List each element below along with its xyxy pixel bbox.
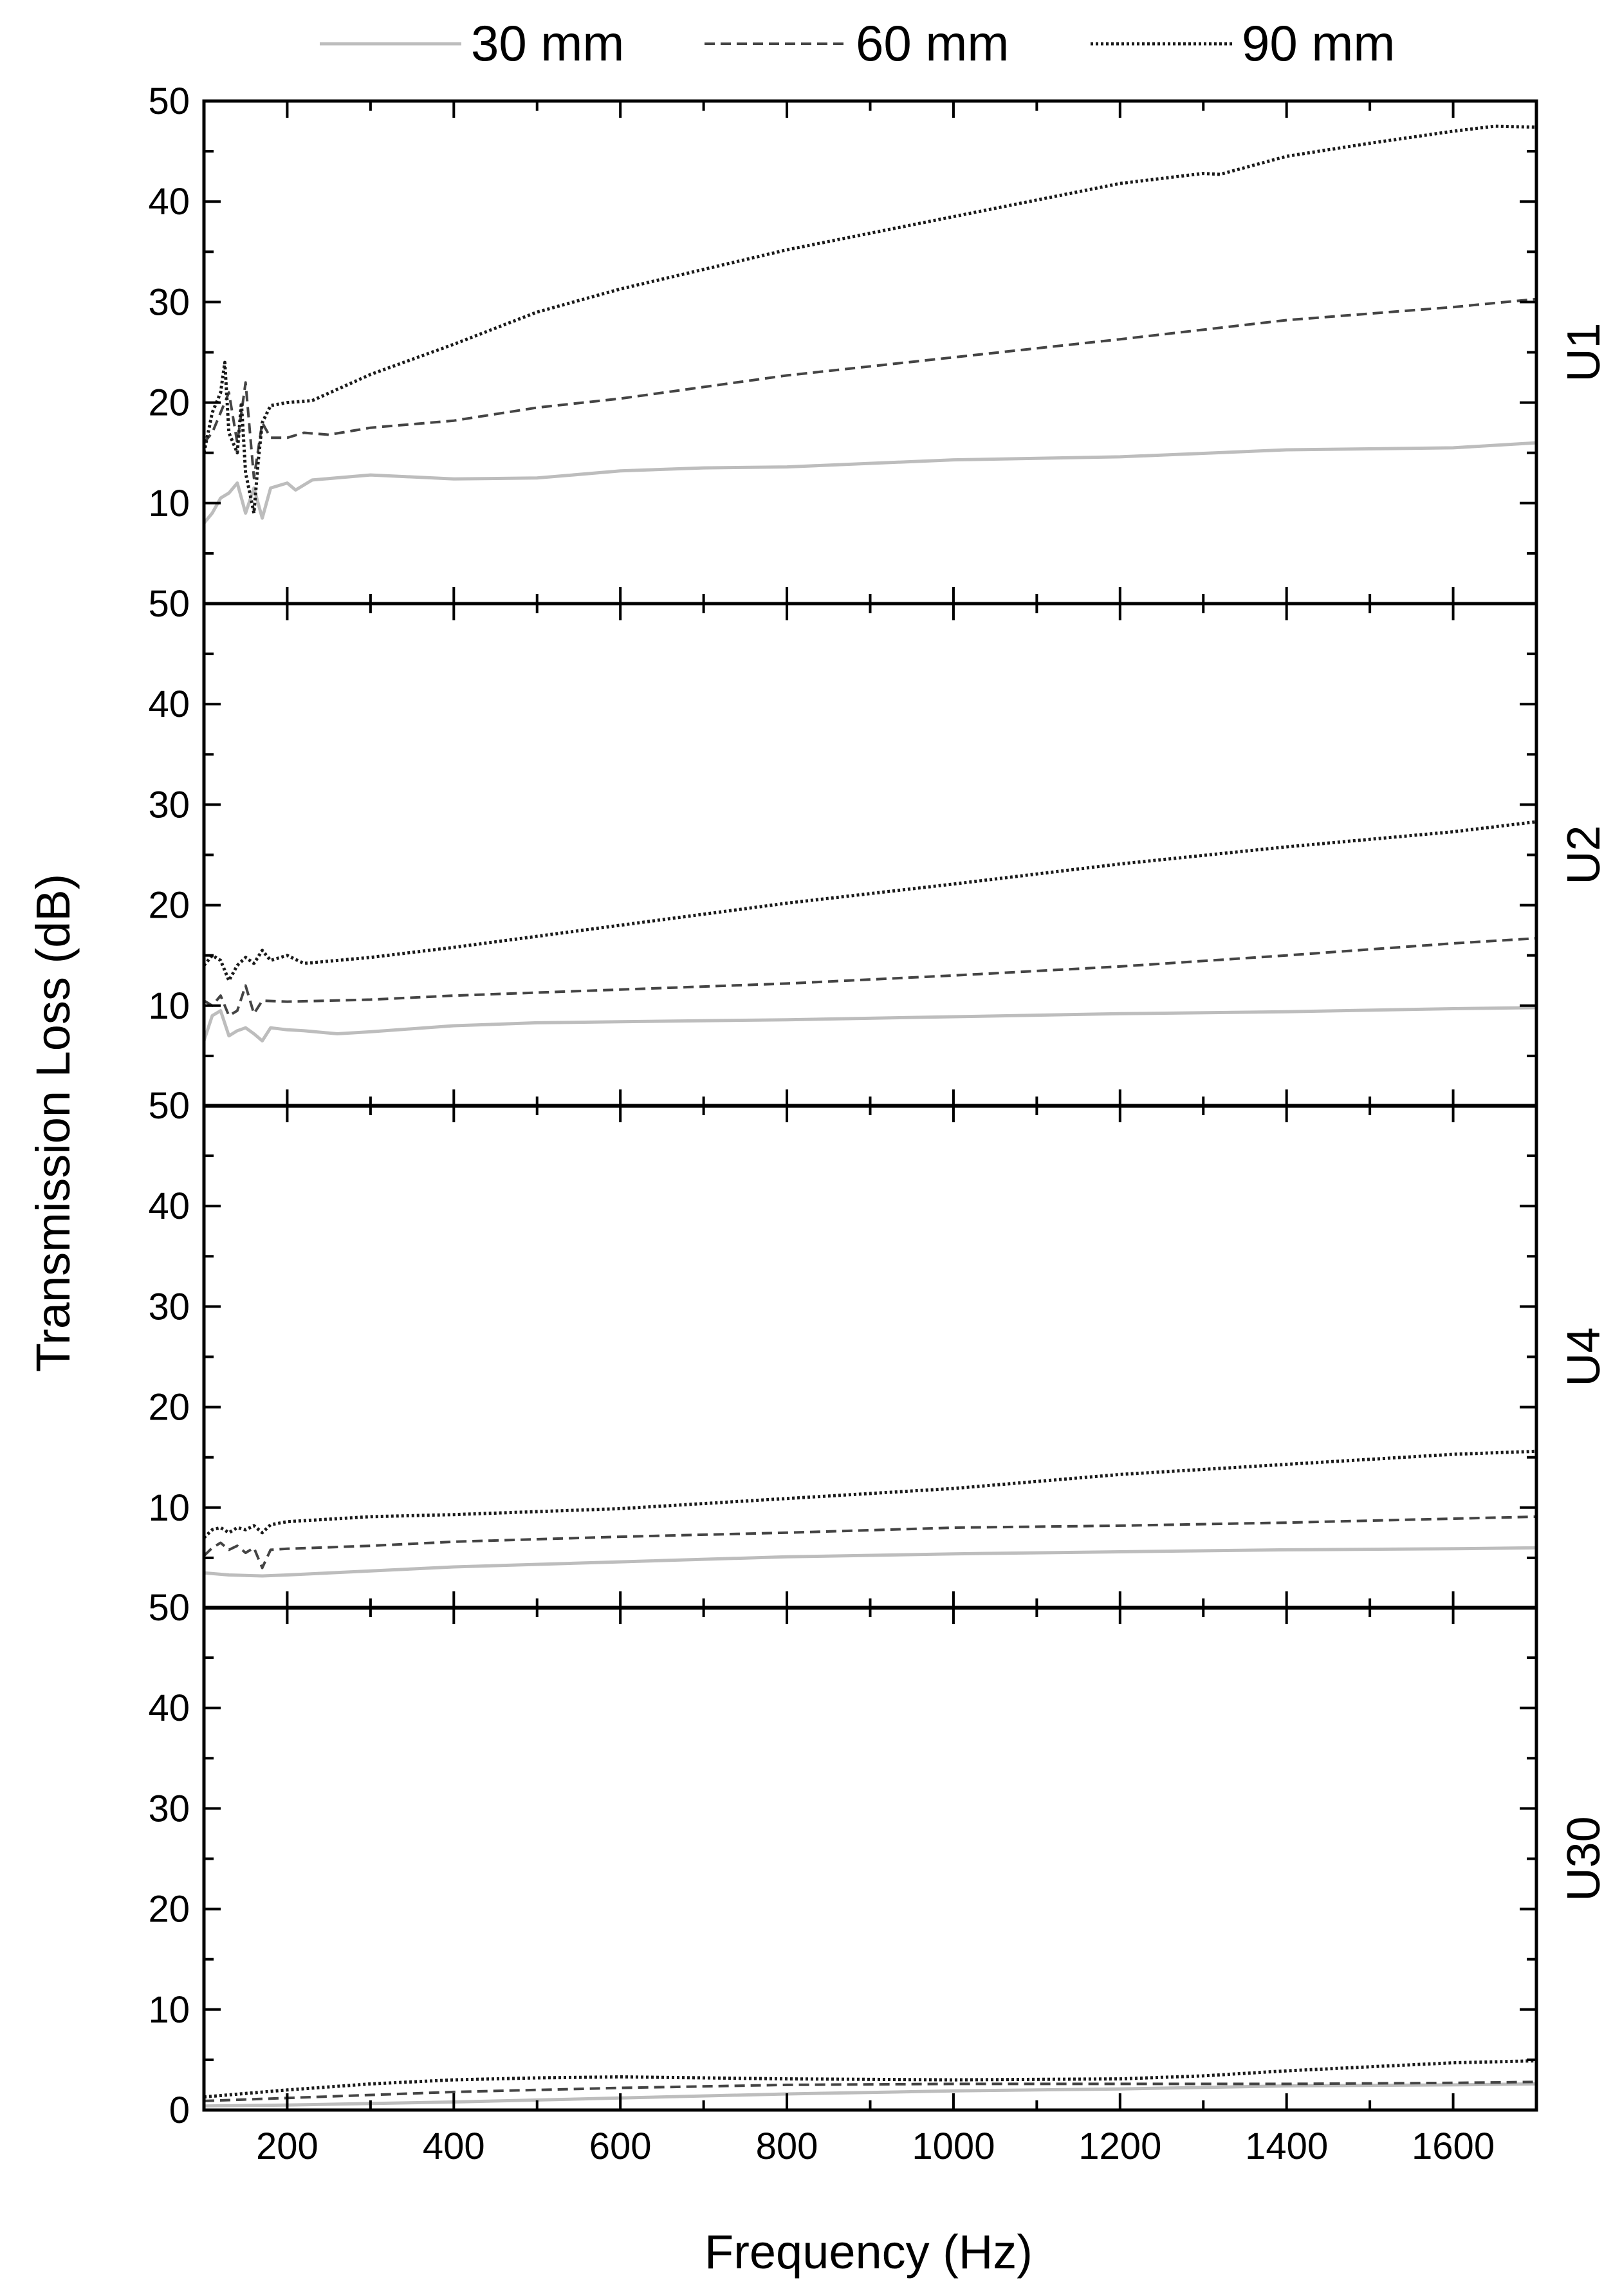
x-tick-label: 1200: [1078, 2125, 1161, 2167]
y-tick-label: 10: [148, 483, 190, 524]
series-line-u2-1: [202, 1006, 1537, 1042]
y-tick-label: 10: [148, 1487, 190, 1529]
y-tick-label: 20: [148, 1889, 190, 1930]
series-line-u2-2: [203, 937, 1537, 1017]
y-tick-label: 20: [148, 1387, 190, 1429]
series-line-u4-2: [203, 1515, 1537, 1569]
legend-label-3: 90 mm: [1242, 15, 1395, 71]
panel-u2: 10 20 30 40 50 U2: [148, 583, 1610, 1108]
chart-panels: 10 20 30 40 50 U1 10 20 30 40 50 U2 10 20 30 40 50 U4 0 10 2…: [148, 80, 1610, 2131]
panel-u4: 10 20 30 40 50 U4: [148, 1085, 1610, 1610]
x-tick-label: 1400: [1245, 2125, 1328, 2167]
y-axis-title: Transmission Loss (dB): [26, 874, 80, 1372]
series-line-u4-1: [203, 1546, 1537, 1578]
y-tick-label: 10: [148, 1989, 190, 2031]
legend: 30 mm 60 mm 90 mm: [320, 15, 1395, 71]
y-tick-label: 30: [148, 281, 190, 323]
x-tick-label: 800: [756, 2125, 818, 2167]
panel-frame: [202, 1104, 1538, 1610]
x-tick-label: 200: [256, 2125, 318, 2167]
panel-u30: 0 10 20 30 40 50 U30: [148, 1587, 1610, 2131]
y-tick-label: 30: [148, 1286, 190, 1328]
x-tick-label: 1600: [1412, 2125, 1495, 2167]
y-tick-label: 50: [148, 583, 190, 625]
panel-label-u30: U30: [1558, 1816, 1610, 1901]
panel-u1: 10 20 30 40 50 U1: [148, 80, 1610, 606]
x-tick-label: 1000: [912, 2125, 995, 2167]
y-tick-label: 50: [148, 1587, 190, 1629]
y-tick-label: 50: [148, 1085, 190, 1127]
x-axis-title: Frequency (Hz): [705, 2225, 1033, 2279]
series-line-u30-3: [203, 2059, 1537, 2099]
series-line-u1-3: [202, 124, 1537, 515]
x-tick-label: 600: [589, 2125, 652, 2167]
y-tick-label: 40: [148, 181, 190, 223]
y-tick-label: 20: [148, 885, 190, 927]
y-tick-label: 50: [148, 80, 190, 122]
y-tick-label: 30: [148, 1788, 190, 1829]
series-line-u1-1: [203, 441, 1537, 524]
y-tick-label: 40: [148, 683, 190, 725]
series-line-u1-2: [203, 297, 1537, 479]
y-tick-label: 0: [169, 2089, 190, 2131]
series-line-u2-3: [203, 820, 1537, 983]
legend-label-2: 60 mm: [856, 15, 1009, 71]
y-tick-label: 20: [148, 382, 190, 424]
panel-label-u2: U2: [1558, 825, 1610, 884]
x-tick-label: 400: [423, 2125, 485, 2167]
series-line-u4-3: [203, 1449, 1537, 1539]
x-axis-ticks: 200 400 600 800 1000 1200 1400 1600: [256, 2125, 1495, 2167]
y-tick-label: 40: [148, 1185, 190, 1227]
panel-label-u4: U4: [1558, 1327, 1610, 1386]
panel-label-u1: U1: [1558, 322, 1610, 382]
series-line-u30-2: [203, 2080, 1537, 2102]
y-tick-label: 30: [148, 784, 190, 826]
panel-frame: [202, 99, 1538, 606]
y-tick-label: 40: [148, 1687, 190, 1729]
legend-label-1: 30 mm: [471, 15, 624, 71]
panel-frame: [202, 1606, 1538, 2112]
y-tick-label: 10: [148, 985, 190, 1027]
